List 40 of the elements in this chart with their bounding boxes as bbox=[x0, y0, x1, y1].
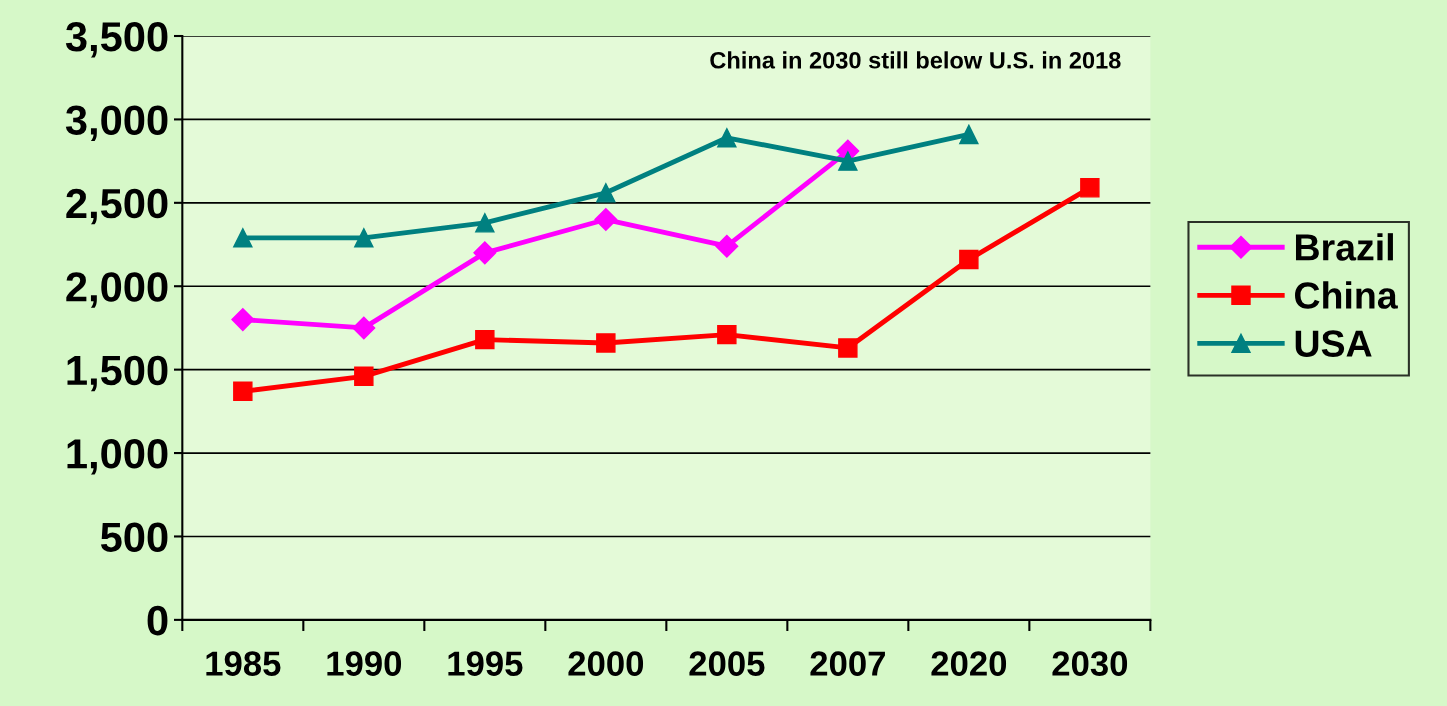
legend-label: USA bbox=[1295, 330, 1372, 357]
point bbox=[354, 366, 374, 387]
legend-label: Brazil bbox=[1295, 233, 1393, 261]
point bbox=[838, 338, 858, 358]
y-tick-label: 1,000 bbox=[67, 439, 168, 475]
legend-label: China bbox=[1295, 281, 1398, 309]
point bbox=[717, 324, 737, 345]
y-tick-label: 500 bbox=[100, 522, 168, 552]
y-tick-label: 1,500 bbox=[67, 355, 168, 392]
point bbox=[352, 316, 376, 340]
point bbox=[596, 333, 616, 353]
point bbox=[231, 308, 255, 332]
point bbox=[475, 213, 495, 233]
point bbox=[473, 241, 497, 265]
y-tick-label: 3,500 bbox=[65, 22, 168, 58]
x-tick-label: 2007 bbox=[810, 651, 885, 676]
point bbox=[594, 208, 618, 232]
x-tick-label: 1995 bbox=[448, 651, 523, 676]
point bbox=[717, 128, 737, 148]
x-tick-label: 2000 bbox=[568, 651, 644, 676]
y-tick-label: 3,000 bbox=[65, 105, 168, 141]
x-tick-label: 1985 bbox=[206, 651, 281, 676]
point bbox=[233, 381, 253, 402]
point bbox=[959, 249, 979, 270]
point bbox=[715, 234, 739, 258]
point bbox=[475, 329, 495, 350]
point bbox=[838, 151, 858, 171]
point bbox=[596, 183, 616, 203]
y-tick-label: 0 bbox=[147, 605, 168, 636]
annotation: China in 2030 still below U.S. in 2018 bbox=[710, 51, 1121, 69]
y-tick-label: 2,000 bbox=[66, 272, 168, 308]
x-tick-label: 2020 bbox=[931, 651, 1007, 676]
point bbox=[1080, 178, 1100, 198]
point bbox=[959, 124, 979, 145]
y-tick-label: 2,500 bbox=[66, 188, 168, 225]
x-tick-label: 2030 bbox=[1052, 651, 1128, 676]
point bbox=[354, 228, 374, 248]
point bbox=[233, 228, 253, 248]
x-tick-label: 1990 bbox=[327, 651, 402, 676]
x-tick-label: 2005 bbox=[689, 651, 765, 676]
